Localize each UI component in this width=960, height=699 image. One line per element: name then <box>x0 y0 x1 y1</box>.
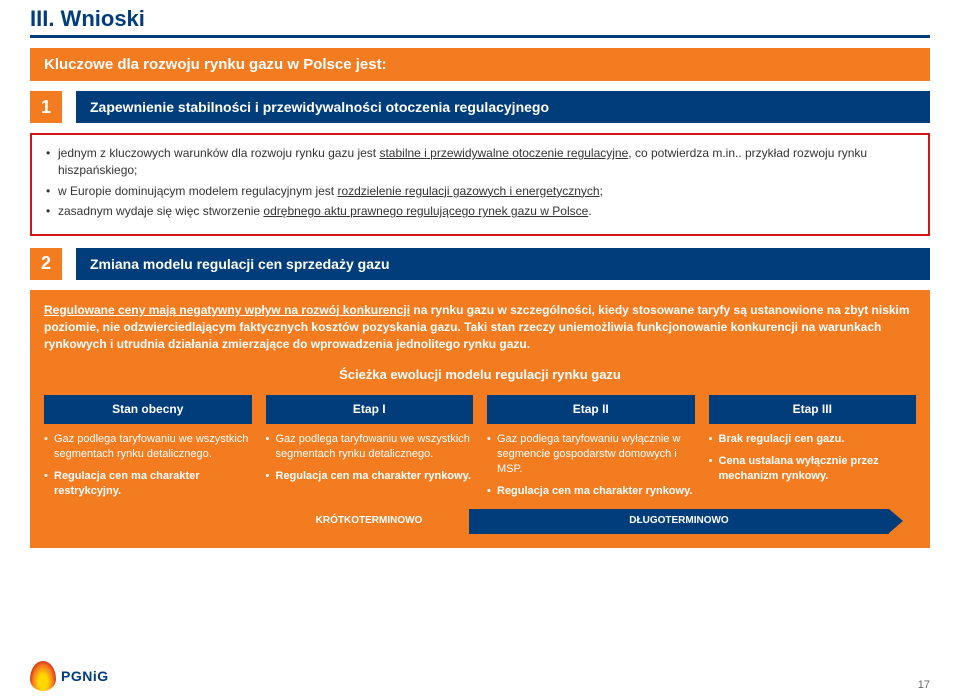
stage-bullet: Cena ustalana wyłącznie przez mechanizm … <box>709 454 917 484</box>
stage-bullet: Regulacja cen ma charakter rynkowy. <box>487 484 695 499</box>
stage-bullet: Gaz podlega taryfowaniu we wszystkich se… <box>266 432 474 462</box>
number-box-1: 1 <box>30 91 62 123</box>
key-banner: Kluczowe dla rozwoju rynku gazu w Polsce… <box>30 48 930 81</box>
section-2-label: Zmiana modelu regulacji cen sprzedaży ga… <box>76 248 930 280</box>
logo-text: PGNiG <box>61 668 109 684</box>
timeline: KRÓTKOTERMINOWO DŁUGOTERMINOWO <box>269 509 916 534</box>
stage-col-3: Brak regulacji cen gazu. Cena ustalana w… <box>709 432 917 505</box>
stage-bullet: Gaz podlega taryfowaniu wyłącznie w segm… <box>487 432 695 477</box>
bullet-item: w Europie dominującym modelem regulacyjn… <box>46 183 914 200</box>
timeline-long: DŁUGOTERMINOWO <box>469 509 889 534</box>
intro-paragraph: Regulowane ceny mają negatywny wpływ na … <box>44 302 916 354</box>
stage-bullet: Brak regulacji cen gazu. <box>709 432 917 447</box>
stage-col-1: Gaz podlega taryfowaniu we wszystkich se… <box>266 432 474 505</box>
stage-columns: Gaz podlega taryfowaniu we wszystkich se… <box>44 432 916 505</box>
stage-headers: Stan obecny Etap I Etap II Etap III <box>44 395 916 424</box>
evolution-title: Ścieżka ewolucji modelu regulacji rynku … <box>44 366 916 385</box>
section-1-content: jednym z kluczowych warunków dla rozwoju… <box>30 133 930 236</box>
flame-icon <box>30 661 56 691</box>
page-number: 17 <box>918 679 930 691</box>
stage-header-current: Stan obecny <box>44 395 252 424</box>
stage-bullet: Regulacja cen ma charakter restrykcyjny. <box>44 469 252 499</box>
bullet-item: jednym z kluczowych warunków dla rozwoju… <box>46 145 914 180</box>
section-2-content: Regulowane ceny mają negatywny wpływ na … <box>30 290 930 548</box>
footer: PGNiG 17 <box>30 661 930 691</box>
section-1-label: Zapewnienie stabilności i przewidywalnoś… <box>76 91 930 123</box>
section-1-header: 1 Zapewnienie stabilności i przewidywaln… <box>30 91 930 123</box>
section-2-header: 2 Zmiana modelu regulacji cen sprzedaży … <box>30 248 930 280</box>
title-underline <box>30 35 930 38</box>
stage-col-2: Gaz podlega taryfowaniu wyłącznie w segm… <box>487 432 695 505</box>
bullet-item: zasadnym wydaje się więc stworzenie odrę… <box>46 203 914 220</box>
stage-header-1: Etap I <box>266 395 474 424</box>
stage-col-current: Gaz podlega taryfowaniu we wszystkich se… <box>44 432 252 505</box>
stage-bullet: Gaz podlega taryfowaniu we wszystkich se… <box>44 432 252 462</box>
stage-bullet: Regulacja cen ma charakter rynkowy. <box>266 469 474 484</box>
section-title: III. Wnioski <box>30 6 930 32</box>
timeline-short: KRÓTKOTERMINOWO <box>269 509 469 534</box>
stage-header-2: Etap II <box>487 395 695 424</box>
logo: PGNiG <box>30 661 109 691</box>
stage-header-3: Etap III <box>709 395 917 424</box>
number-box-2: 2 <box>30 248 62 280</box>
